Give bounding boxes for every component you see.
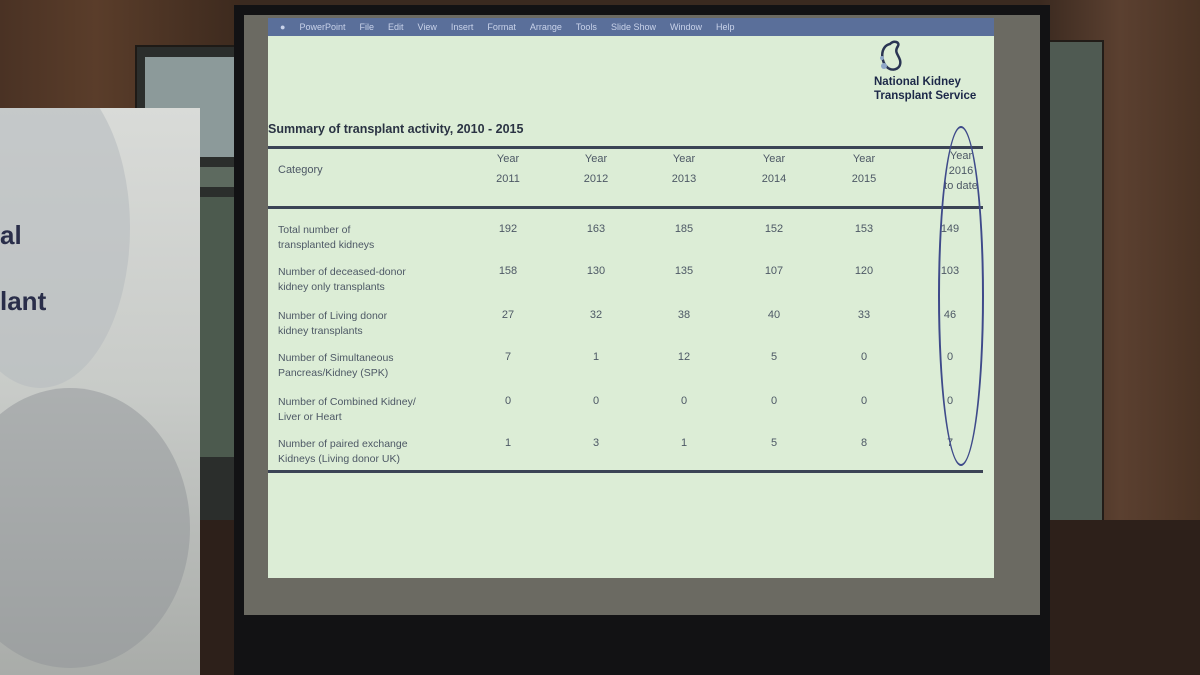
table-cell: 5 — [770, 437, 778, 449]
table-header-category: Category — [278, 164, 323, 176]
table-cell: 40 — [767, 309, 781, 321]
row-label-line: Number of deceased-donor — [278, 266, 406, 278]
table-cell: 38 — [677, 309, 691, 321]
table-header-year: Year 2011 — [473, 151, 543, 187]
highlight-oval — [938, 126, 984, 466]
table-cell: 0 — [504, 395, 512, 407]
table-cell: 135 — [674, 265, 694, 277]
slide-title: Summary of transplant activity, 2010 - 2… — [268, 122, 524, 136]
table-cell: 192 — [498, 223, 518, 235]
table-row-label: Number of Combined Kidney/Liver or Heart — [278, 395, 463, 425]
table-cell: 5 — [770, 351, 778, 363]
table-cell: 185 — [674, 223, 694, 235]
header-line: Year — [672, 153, 696, 165]
header-line: 2012 — [583, 173, 609, 185]
row-label-line: Number of paired exchange — [278, 438, 408, 450]
presentation-slide: ● PowerPoint File Edit View Insert Forma… — [268, 18, 994, 578]
table-cell: 1 — [592, 351, 600, 363]
table-row-label: Number of paired exchange Kidneys (Living… — [278, 437, 463, 467]
table-cell: 32 — [589, 309, 603, 321]
table-row-label: Number of Simultaneous Pancreas/Kidney (S… — [278, 351, 463, 381]
menu-item-file[interactable]: File — [359, 22, 374, 32]
header-line: Year — [584, 153, 608, 165]
table-cell: 0 — [860, 395, 868, 407]
header-line: 2013 — [671, 173, 697, 185]
org-logo: National Kidney Transplant Service — [866, 38, 990, 118]
table-row-label: Number of deceased-donor kidney only tran… — [278, 265, 463, 295]
header-line: Year — [762, 153, 786, 165]
table-header-year: Year 2013 — [649, 151, 719, 187]
table-cell: 0 — [680, 395, 688, 407]
table-row-label: Total number of transplanted kidneys — [278, 223, 463, 253]
banner-text: al — [0, 220, 22, 250]
header-line: Year — [852, 153, 876, 165]
table-cell: 163 — [586, 223, 606, 235]
table-bottom-rule — [268, 470, 983, 473]
org-name-line-2: Transplant Service — [874, 90, 977, 102]
kidney-logo-icon — [880, 40, 902, 71]
table-cell: 33 — [857, 309, 871, 321]
table-header-year: Year 2014 — [739, 151, 809, 187]
banner-graphic — [0, 108, 190, 668]
menu-item-slideshow[interactable]: Slide Show — [610, 22, 656, 32]
table-cell: 3 — [592, 437, 600, 449]
menu-item-format[interactable]: Format — [487, 22, 516, 32]
menu-item-insert[interactable]: Insert — [450, 22, 474, 32]
table-cell: 0 — [592, 395, 600, 407]
header-line: 2014 — [761, 173, 787, 185]
row-label-line: Number of Combined Kidney/ — [278, 396, 416, 408]
table-cell: 8 — [860, 437, 868, 449]
menu-item-app[interactable]: PowerPoint — [299, 22, 346, 32]
table-cell: 1 — [504, 437, 512, 449]
header-line: 2015 — [851, 173, 877, 185]
row-label-line: kidney transplants — [278, 325, 363, 337]
table-header-year: Year 2012 — [561, 151, 631, 187]
menu-item-arrange[interactable]: Arrange — [529, 22, 562, 32]
row-label-line: Pancreas/Kidney (SPK) — [278, 367, 389, 379]
menu-item-edit[interactable]: Edit — [387, 22, 404, 32]
banner-stand: al lant — [0, 108, 200, 675]
table-cell: 130 — [586, 265, 606, 277]
table-row-label: Number of Living donor kidney transplants — [278, 309, 463, 339]
table-cell: 1 — [680, 437, 688, 449]
row-label-line: Number of Living donor — [278, 310, 388, 322]
table-cell: 0 — [860, 351, 868, 363]
row-label-line: kidney only transplants — [278, 281, 385, 293]
table-cell: 107 — [764, 265, 784, 277]
table-top-rule — [268, 146, 983, 149]
row-label-line: Liver or Heart — [278, 411, 342, 423]
table-cell: 7 — [504, 351, 512, 363]
row-label-line: Number of Simultaneous — [278, 352, 394, 364]
menu-item-window[interactable]: Window — [669, 22, 702, 32]
apple-icon[interactable]: ● — [280, 22, 286, 32]
org-name-line-1: National Kidney — [874, 76, 961, 88]
row-label-line: Kidneys (Living donor UK) — [278, 453, 400, 465]
app-menubar: ● PowerPoint File Edit View Insert Forma… — [268, 18, 994, 36]
table-cell: 27 — [501, 309, 515, 321]
header-line: 2011 — [496, 173, 520, 185]
table-header-rule — [268, 206, 983, 209]
table-cell: 158 — [498, 265, 518, 277]
header-line: Year — [496, 153, 520, 165]
menu-item-tools[interactable]: Tools — [575, 22, 597, 32]
table-cell: 12 — [677, 351, 691, 363]
room-window-right — [1045, 40, 1104, 524]
row-label-line: Total number of — [278, 224, 351, 236]
banner-text: lant — [0, 286, 47, 316]
menu-item-view[interactable]: View — [417, 22, 437, 32]
table-header-year: Year 2015 — [829, 151, 899, 187]
table-cell: 152 — [764, 223, 784, 235]
row-label-line: transplanted kidneys — [278, 239, 375, 251]
table-cell: 120 — [854, 265, 874, 277]
menu-item-help[interactable]: Help — [715, 22, 735, 32]
table-cell: 153 — [854, 223, 874, 235]
table-cell: 0 — [770, 395, 778, 407]
